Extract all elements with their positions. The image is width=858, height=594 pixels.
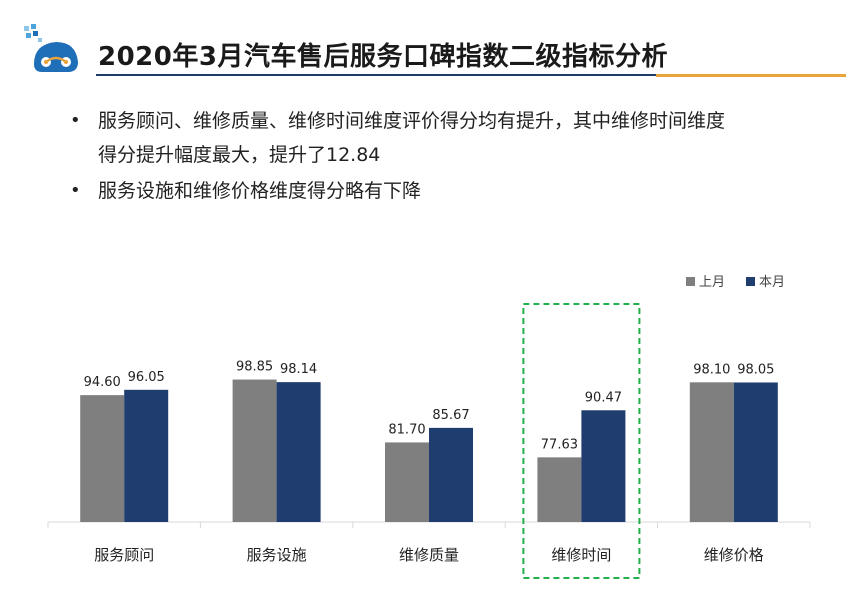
legend-swatch <box>686 277 695 286</box>
bullet-dot: • <box>70 110 81 131</box>
bullet-item: • 服务设施和维修价格维度得分略有下降 <box>70 174 830 208</box>
data-label: 90.47 <box>585 390 622 405</box>
category-label: 维修价格 <box>704 546 764 564</box>
bar-this-month <box>581 410 626 522</box>
bullet-item: • 服务顾问、维修质量、维修时间维度评价得分均有提升，其中维修时间维度 得分提升… <box>70 104 830 172</box>
bullet-text: 得分提升幅度最大，提升了12.84 <box>98 144 381 166</box>
bar-this-month <box>276 382 321 522</box>
bar-this-month <box>124 389 169 522</box>
bar-this-month <box>429 427 473 522</box>
data-label: 98.05 <box>737 362 774 377</box>
category-label: 服务设施 <box>247 546 307 564</box>
highlight-box <box>522 303 641 579</box>
bullet-dot: • <box>70 180 81 201</box>
bar-last-month <box>80 395 125 522</box>
bar-this-month <box>733 382 778 522</box>
legend-swatch <box>746 277 755 286</box>
bar-last-month <box>385 442 429 522</box>
data-label: 98.14 <box>280 362 317 377</box>
bar-last-month <box>689 382 734 522</box>
bullet-text: 服务顾问、维修质量、维修时间维度评价得分均有提升，其中维修时间维度 <box>98 110 726 132</box>
category-label: 维修质量 <box>399 546 459 564</box>
data-label: 98.10 <box>693 362 730 377</box>
brand-logo-icon <box>24 24 78 72</box>
title-underline-accent <box>656 74 846 77</box>
summary-bullets: • 服务顾问、维修质量、维修时间维度评价得分均有提升，其中维修时间维度 得分提升… <box>70 104 830 208</box>
data-label: 85.67 <box>432 408 469 423</box>
bar-last-month <box>537 457 582 522</box>
data-label: 81.70 <box>388 422 425 437</box>
category-label: 服务顾问 <box>94 546 154 564</box>
legend-label: 上月 <box>699 275 725 290</box>
legend-label: 本月 <box>759 275 785 290</box>
title-underline <box>96 74 656 76</box>
data-label: 94.60 <box>84 375 121 390</box>
data-label: 98.85 <box>236 360 273 375</box>
bar-last-month <box>232 379 277 522</box>
data-label: 77.63 <box>541 437 578 452</box>
bar-chart: 94.60 96.05 服务顾问 98.85 98.14 服务设施 81.70 85.67 维修… <box>47 275 811 579</box>
category-label: 维修时间 <box>551 546 611 564</box>
bullet-text: 服务设施和维修价格维度得分略有下降 <box>98 180 422 202</box>
page-title: 2020年3月汽车售后服务口碑指数二级指标分析 <box>98 42 668 72</box>
data-label: 96.05 <box>128 370 165 385</box>
